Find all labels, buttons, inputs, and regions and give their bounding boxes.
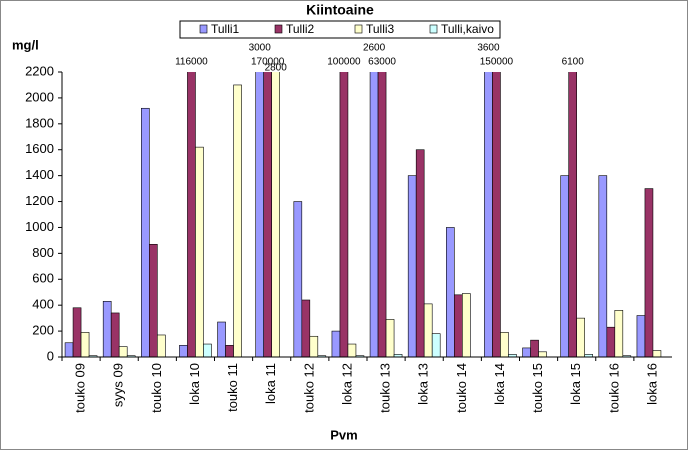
bar (636, 315, 646, 358)
y-tick-label: 600 (32, 271, 54, 286)
bar (500, 332, 509, 358)
bar (407, 175, 417, 358)
x-tick-label: loka 16 (644, 363, 659, 405)
bar (217, 321, 226, 358)
bar (530, 339, 539, 358)
bar (415, 149, 425, 358)
bar (203, 343, 212, 358)
bar (72, 307, 82, 358)
x-axis-label: Pvm (330, 427, 357, 442)
legend-label: Tulli2 (286, 22, 315, 36)
bar (614, 310, 624, 358)
value-label: 6100 (562, 57, 585, 68)
bar (118, 346, 128, 358)
legend-swatch (199, 24, 208, 34)
bar (538, 351, 547, 358)
value-label: 2600 (363, 43, 386, 54)
value-label: 3600 (477, 43, 500, 54)
y-tick-label: 800 (32, 245, 54, 260)
bar (149, 243, 158, 358)
y-tick-label: 400 (32, 297, 54, 312)
value-label: 150000 (480, 57, 514, 68)
bar (454, 294, 463, 358)
x-tick-label: loka 13 (416, 363, 431, 405)
legend-box (179, 20, 501, 39)
bar (233, 84, 242, 358)
legend-swatch (274, 24, 283, 34)
bar (110, 312, 120, 358)
bar (606, 326, 616, 358)
legend-swatch (354, 24, 363, 34)
bar (309, 335, 319, 358)
bar (522, 347, 531, 358)
value-label: 63000 (368, 57, 396, 68)
x-tick-label: touko 14 (454, 363, 469, 413)
bar (80, 332, 90, 358)
x-tick-label: touko 15 (530, 363, 545, 413)
bar (423, 303, 433, 358)
legend-label: Tulli3 (366, 22, 395, 36)
bar (141, 107, 150, 358)
bar (347, 343, 357, 358)
y-tick-label: 1000 (25, 219, 54, 234)
plot-area (64, 72, 662, 358)
y-axis-label: mg/l (12, 37, 39, 52)
legend-label: Tulli1 (211, 22, 240, 36)
bar (331, 330, 341, 358)
x-tick-label: loka 10 (187, 363, 202, 405)
bar (64, 342, 74, 358)
bar (157, 334, 166, 358)
bar (462, 293, 471, 358)
bar (644, 188, 654, 358)
bar (576, 317, 585, 358)
y-tick-label: 1400 (25, 167, 54, 182)
y-tick-label: 2200 (25, 63, 54, 78)
value-label: 3000 (249, 43, 272, 54)
bar (301, 299, 311, 358)
bar (431, 333, 441, 358)
x-tick-label: touko 10 (149, 363, 164, 413)
bar (446, 227, 455, 358)
x-tick-label: touko 16 (606, 363, 621, 413)
y-tick-label: 1200 (25, 193, 54, 208)
y-tick-label: 200 (32, 323, 54, 338)
value-label: 2800 (265, 63, 288, 74)
y-tick-label: 1800 (25, 115, 54, 130)
legend-label: Tulli,kaivo (441, 22, 494, 36)
bar (598, 175, 608, 358)
x-tick-label: loka 14 (492, 363, 507, 405)
bar (195, 146, 204, 358)
chart-title: Kiintoaine (306, 2, 374, 18)
x-tick-label: touko 11 (225, 363, 240, 412)
x-tick-label: syys 09 (111, 363, 126, 407)
bar (385, 319, 395, 358)
y-tick-label: 2000 (25, 89, 54, 104)
legend-swatch (429, 24, 438, 34)
x-tick-label: loka 15 (568, 363, 583, 405)
value-label: 100000 (327, 57, 361, 68)
x-tick-label: loka 11 (263, 363, 278, 404)
x-tick-label: touko 13 (378, 363, 393, 413)
bar (293, 201, 303, 358)
bar (225, 345, 234, 358)
value-label: 116000 (175, 57, 208, 68)
value-label: 170000 (251, 57, 285, 68)
x-tick-label: touko 12 (301, 363, 316, 413)
y-tick-label: 1600 (25, 141, 54, 156)
y-tick-label: 0 (47, 348, 54, 363)
bar (560, 175, 569, 358)
bar (102, 300, 112, 358)
bar (652, 350, 662, 358)
x-tick-label: touko 09 (73, 363, 88, 413)
x-tick-label: loka 12 (339, 363, 354, 405)
bar (179, 345, 188, 358)
